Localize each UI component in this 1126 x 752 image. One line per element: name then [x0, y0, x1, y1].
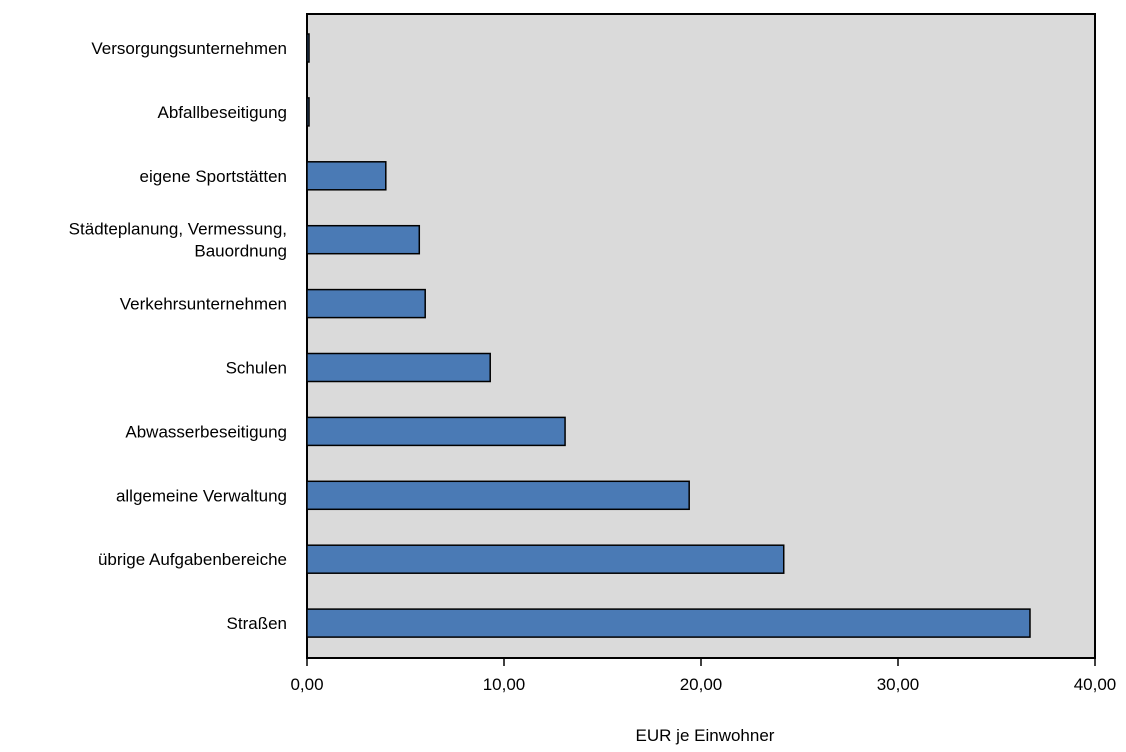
x-tick-label-3: 30,00 — [877, 675, 920, 694]
bar-2 — [306, 161, 387, 191]
category-label-1: Abfallbeseitigung — [158, 103, 287, 122]
bar-8 — [306, 544, 785, 574]
bar-1 — [306, 97, 310, 127]
x-tick-label-4: 40,00 — [1074, 675, 1117, 694]
bars-group — [306, 33, 1031, 638]
bar-5 — [306, 352, 491, 383]
x-tick-label-0: 0,00 — [290, 675, 323, 694]
category-label-3: Städteplanung, Vermessung, Bauordnung — [69, 220, 287, 261]
bar-9 — [306, 608, 1031, 638]
category-labels-group: Versorgungsunternehmen Abfallbeseitigung e… — [69, 39, 287, 633]
category-label-8: übrige Aufgabenbereiche — [98, 550, 287, 569]
bar-0 — [306, 33, 310, 63]
x-ticks-group: 0,00 10,00 20,00 30,00 40,00 — [290, 658, 1116, 694]
category-label-4: Verkehrsunternehmen — [120, 295, 287, 314]
bar-4 — [306, 288, 426, 319]
x-tick-label-1: 10,00 — [483, 675, 526, 694]
category-label-5: Schulen — [226, 359, 287, 378]
bar-3 — [306, 224, 421, 255]
category-label-7: allgemeine Verwaltung — [116, 486, 287, 505]
category-label-9: Straßen — [227, 614, 287, 633]
category-label-0: Versorgungsunternehmen — [91, 39, 287, 58]
category-label-6: Abwasserbeseitigung — [125, 422, 287, 441]
category-label-2: eigene Sportstätten — [140, 167, 287, 186]
bar-7 — [306, 480, 690, 511]
x-axis-label: EUR je Einwohner — [636, 726, 775, 745]
bar-6 — [306, 416, 566, 447]
x-tick-label-2: 20,00 — [680, 675, 723, 694]
